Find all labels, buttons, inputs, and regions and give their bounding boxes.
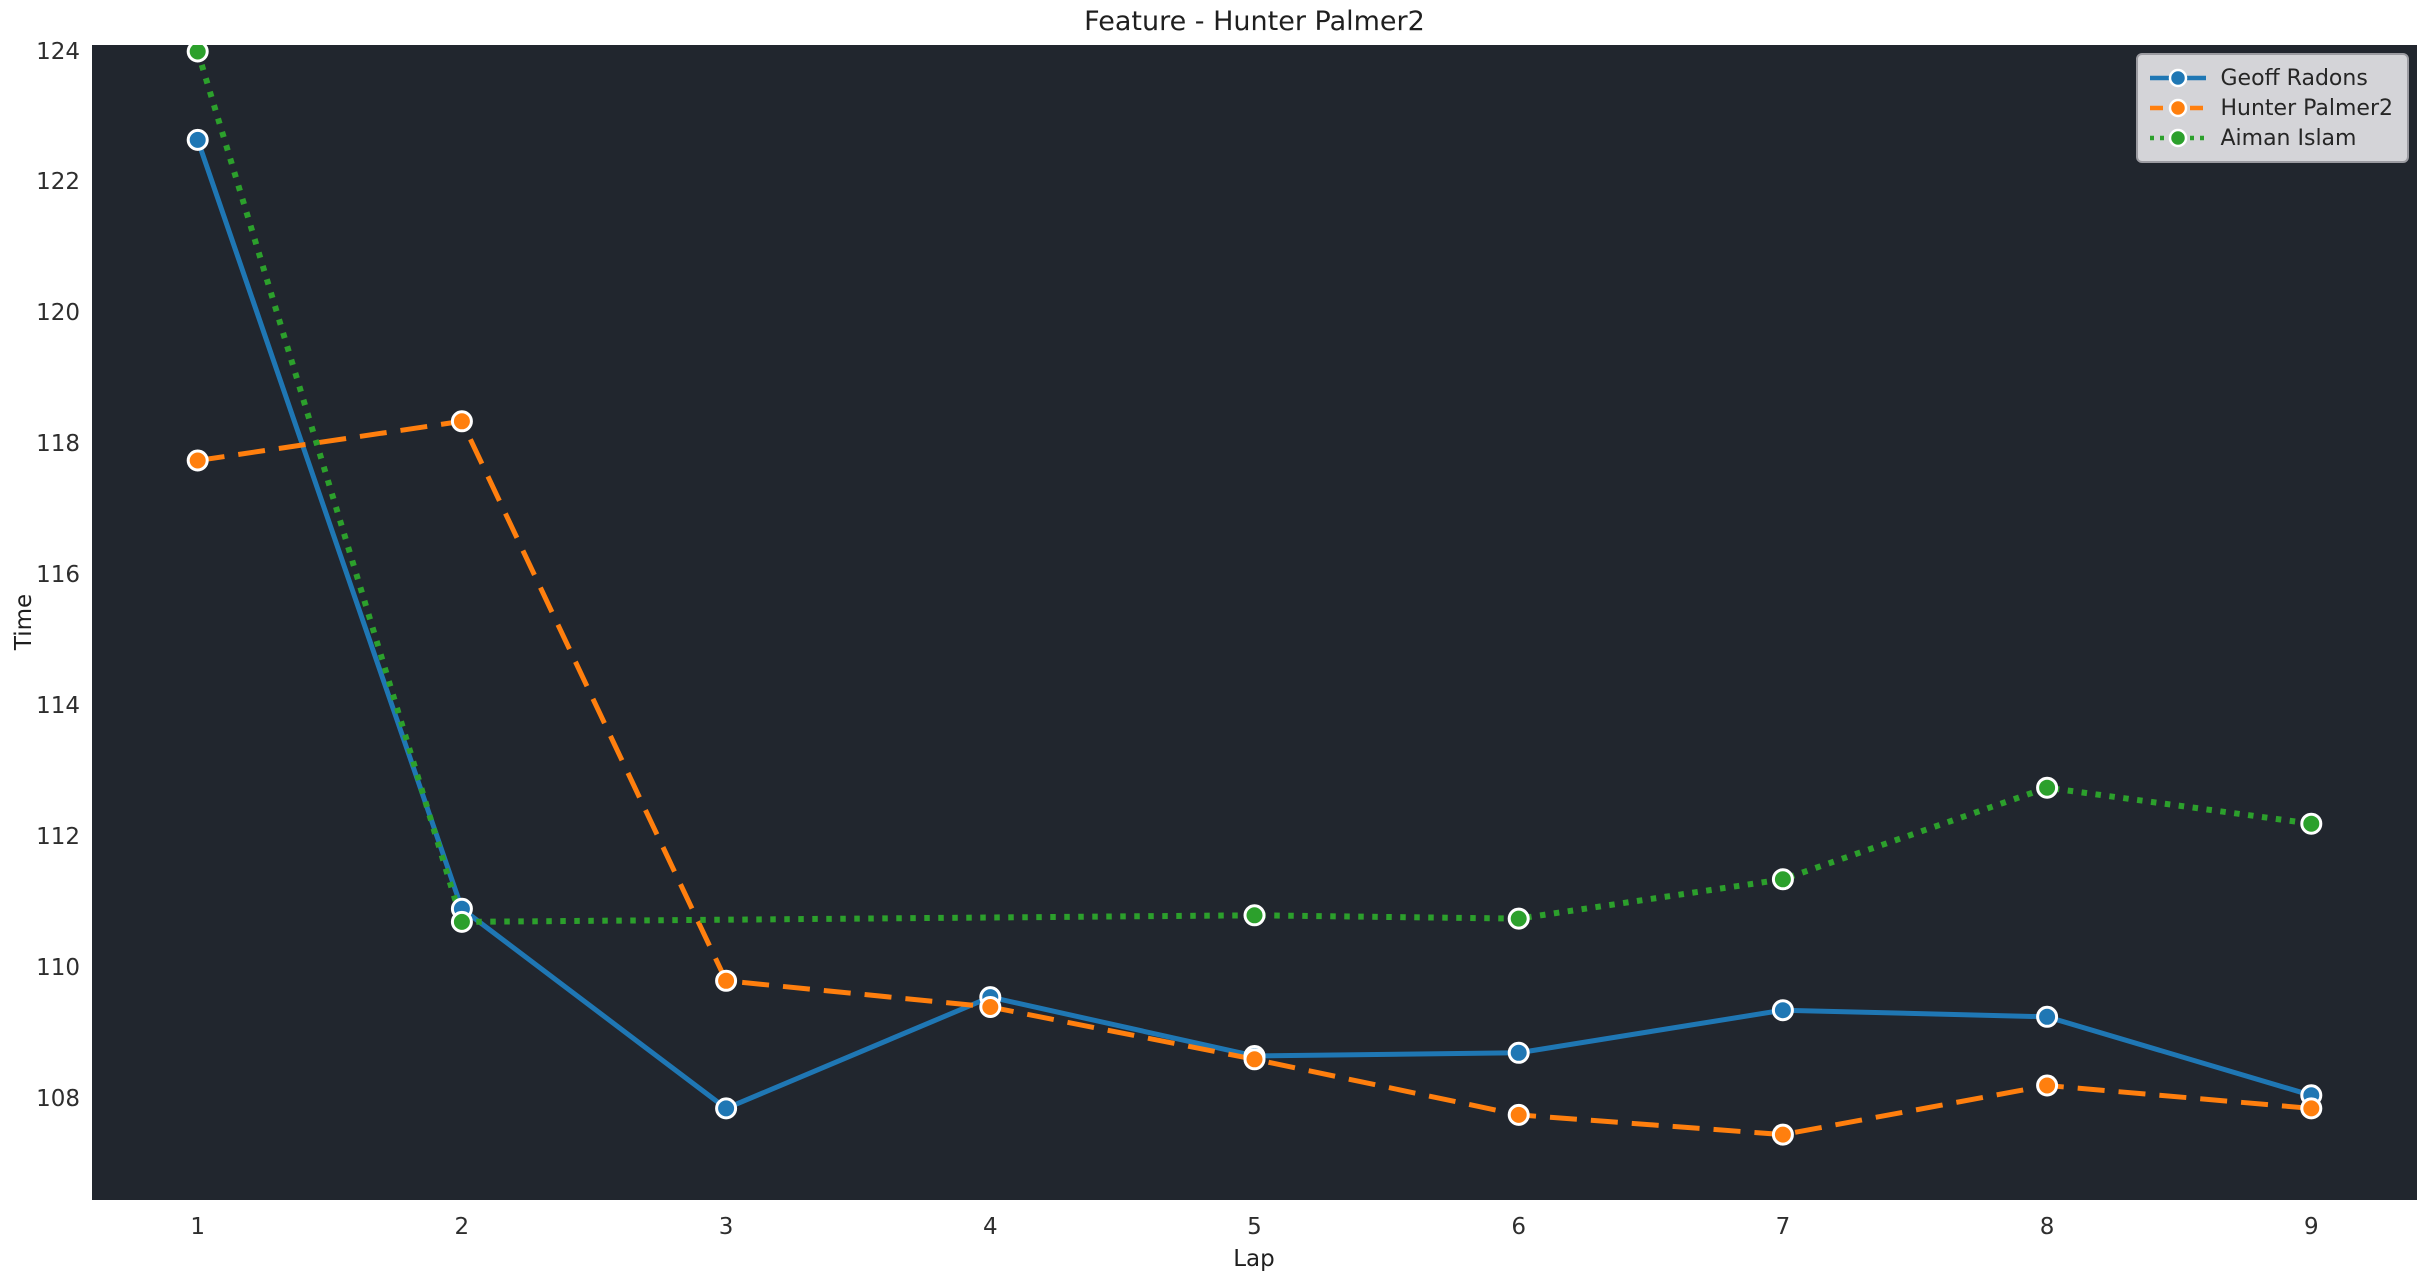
x-tick-label: 1 [190,1214,205,1240]
x-tick-label: 4 [982,1214,998,1240]
data-point-marker [715,1097,738,1120]
data-point-marker [2036,1005,2059,1028]
data-point-marker [186,45,209,63]
chart-canvas [186,45,2323,1146]
plot-area: Geoff Radons Hunter Palmer2 Aiman Islam [92,45,2417,1200]
x-axis-label: Lap [1233,1246,1275,1272]
y-tick-label: 112 [36,823,80,850]
legend-label: Aiman Islam [2220,125,2357,151]
data-point-marker [1243,1048,1266,1071]
x-tick-label: 5 [1247,1214,1262,1240]
legend-swatch [2150,68,2207,88]
y-tick-label: 118 [36,431,80,458]
legend-label: Hunter Palmer2 [2220,95,2393,121]
series-line [195,139,2313,1112]
data-point-marker [186,449,209,472]
data-point-marker [2036,776,2059,799]
series-line [197,418,2312,1138]
legend-item: Hunter Palmer2 [2148,93,2393,123]
x-tick-label: 9 [2303,1214,2319,1240]
data-point-marker [450,410,473,433]
data-point-marker [1771,999,1794,1022]
legend-swatch [2150,128,2207,148]
y-tick-label: 120 [36,300,80,327]
y-axis-label: Time [11,593,37,651]
data-point-marker [2036,1074,2059,1097]
chart-title: Feature - Hunter Palmer2 [1084,6,1425,37]
legend-swatch [2150,98,2207,118]
y-tick-label: 116 [36,562,80,589]
data-point-marker [1507,907,1530,930]
x-tick-label: 2 [454,1214,470,1240]
data-point-marker [1507,1103,1530,1126]
legend-label: Geoff Radons [2220,65,2368,91]
data-point-marker [1771,868,1794,891]
x-tick-label: 6 [1511,1214,1527,1240]
y-tick-label: 124 [36,38,80,65]
data-point-marker [1507,1041,1530,1064]
series-line [194,50,2312,925]
y-tick-label: 108 [36,1085,80,1112]
data-point-marker [715,969,738,992]
y-tick-label: 114 [36,692,80,719]
x-tick-label: 7 [1775,1214,1791,1240]
legend-item: Aiman Islam [2148,123,2393,153]
data-point-marker [186,128,209,151]
legend: Geoff Radons Hunter Palmer2 Aiman Islam [2136,53,2409,163]
data-point-marker [2300,812,2323,835]
data-point-marker [1771,1123,1794,1146]
data-point-marker [979,996,1002,1018]
data-point-marker [2300,1097,2323,1120]
data-point-marker [450,910,473,933]
legend-item: Geoff Radons [2148,63,2393,93]
x-tick-label: 3 [718,1214,734,1240]
data-point-marker [1243,904,1266,927]
y-tick-label: 122 [36,169,80,196]
y-tick-label: 110 [36,954,80,981]
x-tick-label: 8 [2039,1214,2055,1240]
